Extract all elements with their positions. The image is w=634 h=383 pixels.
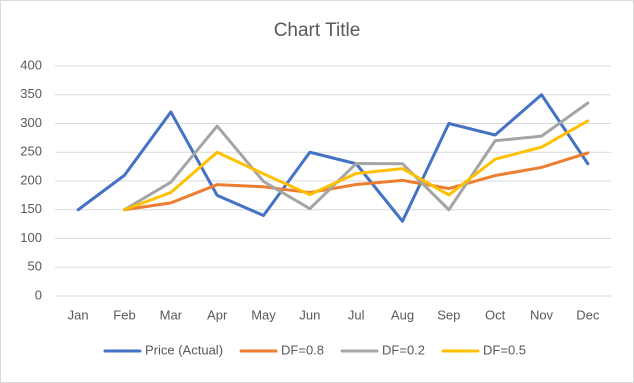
y-tick-label: 100 [20,230,42,245]
y-tick-label: 200 [20,172,42,187]
x-tick-label: Jun [299,307,320,322]
y-tick-label: 50 [28,259,42,274]
y-tick-label: 400 [20,57,42,72]
x-tick-label: Aug [391,307,414,322]
x-tick-label: Apr [207,307,228,322]
x-tick-label: May [251,307,276,322]
series-line [123,119,590,212]
y-tick-label: 350 [20,86,42,101]
legend-label: DF=0.5 [483,342,526,357]
y-tick-label: 150 [20,201,42,216]
x-tick-label: Mar [160,307,183,322]
series-line [123,151,590,212]
legend-label: DF=0.2 [382,342,425,357]
series-line [123,101,590,212]
y-tick-label: 0 [35,287,42,302]
x-tick-label: Oct [485,307,506,322]
chart-title: Chart Title [274,20,361,41]
series-line [76,93,590,223]
x-tick-label: Jul [348,307,365,322]
legend-label: DF=0.8 [281,342,324,357]
x-tick-label: Sep [437,307,460,322]
legend-label: Price (Actual) [145,342,223,357]
y-tick-label: 300 [20,115,42,130]
x-tick-label: Dec [576,307,600,322]
y-tick-label: 250 [20,144,42,159]
x-tick-label: Jan [68,307,89,322]
x-tick-label: Nov [530,307,554,322]
x-tick-label: Feb [113,307,135,322]
